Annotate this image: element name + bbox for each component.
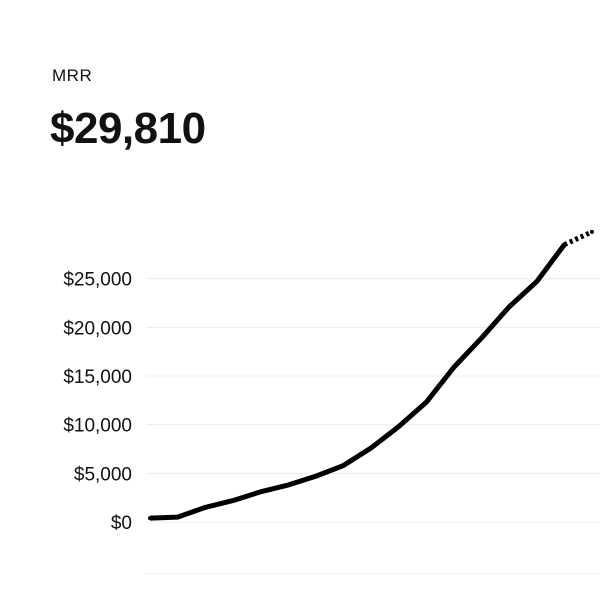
data-point — [148, 516, 152, 521]
data-point — [341, 463, 346, 468]
y-axis-ticks: $0 $5,000 $10,000 $15,000 $20,000 $25,000 — [63, 270, 132, 534]
data-point — [396, 424, 401, 429]
data-point — [369, 446, 373, 451]
series-layer — [148, 229, 594, 521]
y-tick-label: $10,000 — [63, 416, 132, 437]
series-line-projected — [563, 229, 594, 247]
data-point — [230, 498, 235, 503]
data-point — [175, 515, 180, 520]
y-tick-label: $15,000 — [63, 367, 132, 388]
data-point — [203, 505, 208, 510]
metric-label: MRR — [52, 66, 93, 85]
data-point — [590, 229, 594, 234]
y-tick-label: $5,000 — [74, 464, 132, 485]
y-tick-label: $25,000 — [63, 270, 132, 291]
y-tick-label: $0 — [111, 513, 132, 534]
series-line — [149, 243, 567, 521]
data-point — [286, 483, 291, 488]
data-point — [507, 304, 512, 309]
grid-lines — [146, 278, 600, 575]
data-point — [562, 242, 567, 247]
data-point — [534, 279, 539, 284]
data-point — [451, 365, 456, 370]
data-point — [424, 400, 429, 405]
y-tick-label: $20,000 — [63, 318, 132, 339]
data-point — [258, 489, 263, 494]
metric-value: $29,810 — [50, 104, 206, 153]
data-point — [479, 336, 484, 341]
data-point — [313, 474, 318, 479]
